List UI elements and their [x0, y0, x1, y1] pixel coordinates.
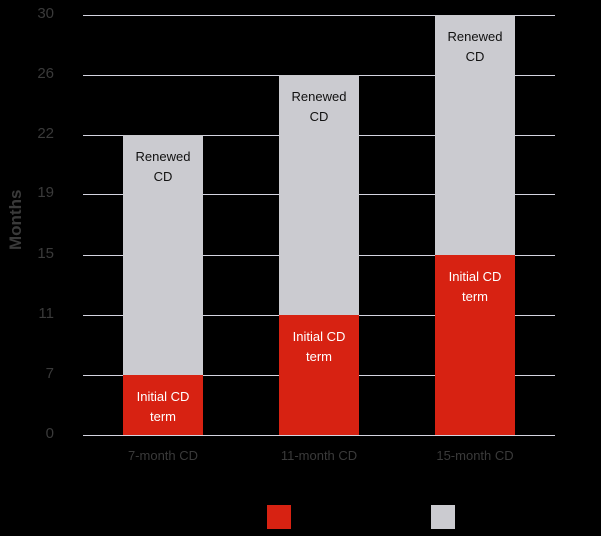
y-tick: 7	[45, 365, 54, 382]
segment-label: Renewed CD	[135, 149, 191, 184]
y-tick: 0	[45, 425, 54, 442]
y-tick: 26	[37, 65, 54, 82]
segment-label: Renewed CD	[447, 29, 503, 64]
y-axis-label: Months	[6, 189, 25, 250]
bar-segment-renewed: Renewed CD	[123, 135, 203, 375]
bar-segment-renewed: Renewed CD	[279, 75, 359, 315]
y-tick: 19	[37, 184, 54, 201]
y-tick: 30	[37, 5, 54, 22]
legend-swatch-initial	[267, 505, 291, 529]
y-tick: 11	[38, 305, 54, 322]
legend-swatch-renewed	[431, 505, 455, 529]
y-tick: 22	[37, 125, 54, 142]
segment-label: Initial CD term	[448, 269, 502, 304]
bar-segment-initial: Initial CD term	[435, 255, 515, 435]
bar-segment-renewed: Renewed CD	[435, 15, 515, 255]
bar-7-month-cd: Renewed CD Initial CD term	[123, 135, 203, 435]
x-tick-label: 7-month CD	[127, 448, 199, 463]
y-tick: 15	[37, 245, 54, 262]
gridline	[83, 435, 555, 436]
bar-segment-initial: Initial CD term	[123, 375, 203, 435]
segment-label: Initial CD term	[136, 389, 190, 424]
gridline	[83, 15, 555, 16]
bar-segment-initial: Initial CD term	[279, 315, 359, 435]
bar-15-month-cd: Renewed CD Initial CD term	[435, 15, 515, 435]
segment-label: Initial CD term	[292, 329, 346, 364]
x-tick-label: 11-month CD	[280, 448, 358, 463]
segment-label: Renewed CD	[291, 89, 347, 124]
x-tick-label: 15-month CD	[436, 448, 514, 463]
bar-11-month-cd: Renewed CD Initial CD term	[279, 75, 359, 435]
